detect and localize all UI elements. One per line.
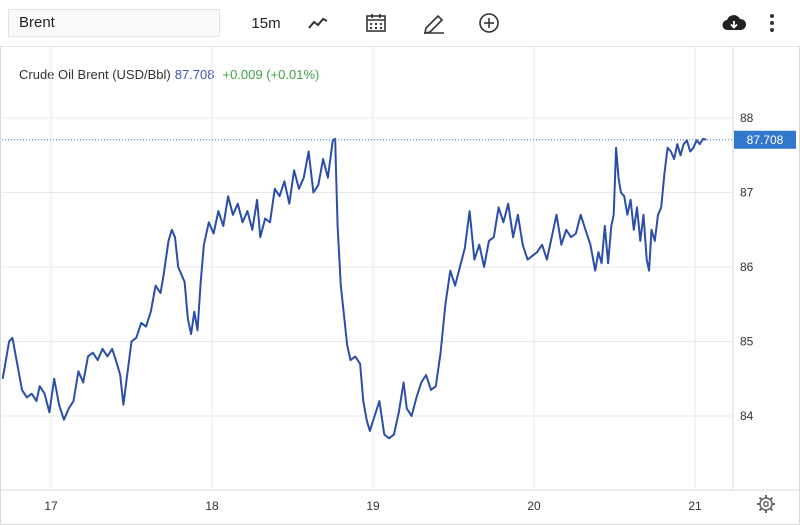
line-chart-icon[interactable]	[303, 8, 333, 38]
more-vertical-icon[interactable]	[757, 8, 787, 38]
x-tick-label: 18	[205, 499, 219, 513]
y-tick-label: 85	[740, 335, 754, 349]
symbol-search-input[interactable]: Brent	[8, 9, 220, 37]
x-tick-label: 17	[44, 499, 58, 513]
x-tick-label: 20	[527, 499, 541, 513]
add-circle-icon[interactable]	[474, 8, 504, 38]
settings-gear-icon[interactable]	[756, 494, 776, 514]
legend-symbol-name: Crude Oil Brent (USD/Bbl)	[19, 67, 171, 82]
y-tick-label: 87	[740, 186, 754, 200]
axis-ticks: 84 85 86 87 88 17 18 19 20 21	[44, 111, 753, 513]
y-tick-label: 88	[740, 111, 754, 125]
legend-last-price: 87.708	[174, 67, 215, 82]
last-price-tag-label: 87.708	[747, 133, 784, 147]
y-tick-label: 84	[740, 409, 754, 423]
calendar-icon[interactable]	[361, 8, 391, 38]
chart-grid	[0, 46, 800, 491]
price-series-line	[1, 137, 707, 440]
draw-pencil-icon[interactable]	[419, 8, 449, 38]
last-price-tag: 87.708	[2, 130, 796, 149]
legend-change: +0.009 (+0.01%)	[222, 67, 320, 82]
last-price-tag-box	[734, 130, 796, 149]
x-tick-label: 19	[366, 499, 380, 513]
interval-selector[interactable]: 15m	[251, 14, 281, 32]
x-tick-label: 21	[688, 499, 702, 513]
y-tick-label: 86	[740, 260, 754, 274]
download-cloud-icon[interactable]	[719, 8, 749, 38]
chart-legend: Crude Oil Brent (USD/Bbl) 87.708 +0.009 (+…	[19, 67, 319, 82]
chart-toolbar: Brent 15m	[0, 0, 800, 47]
